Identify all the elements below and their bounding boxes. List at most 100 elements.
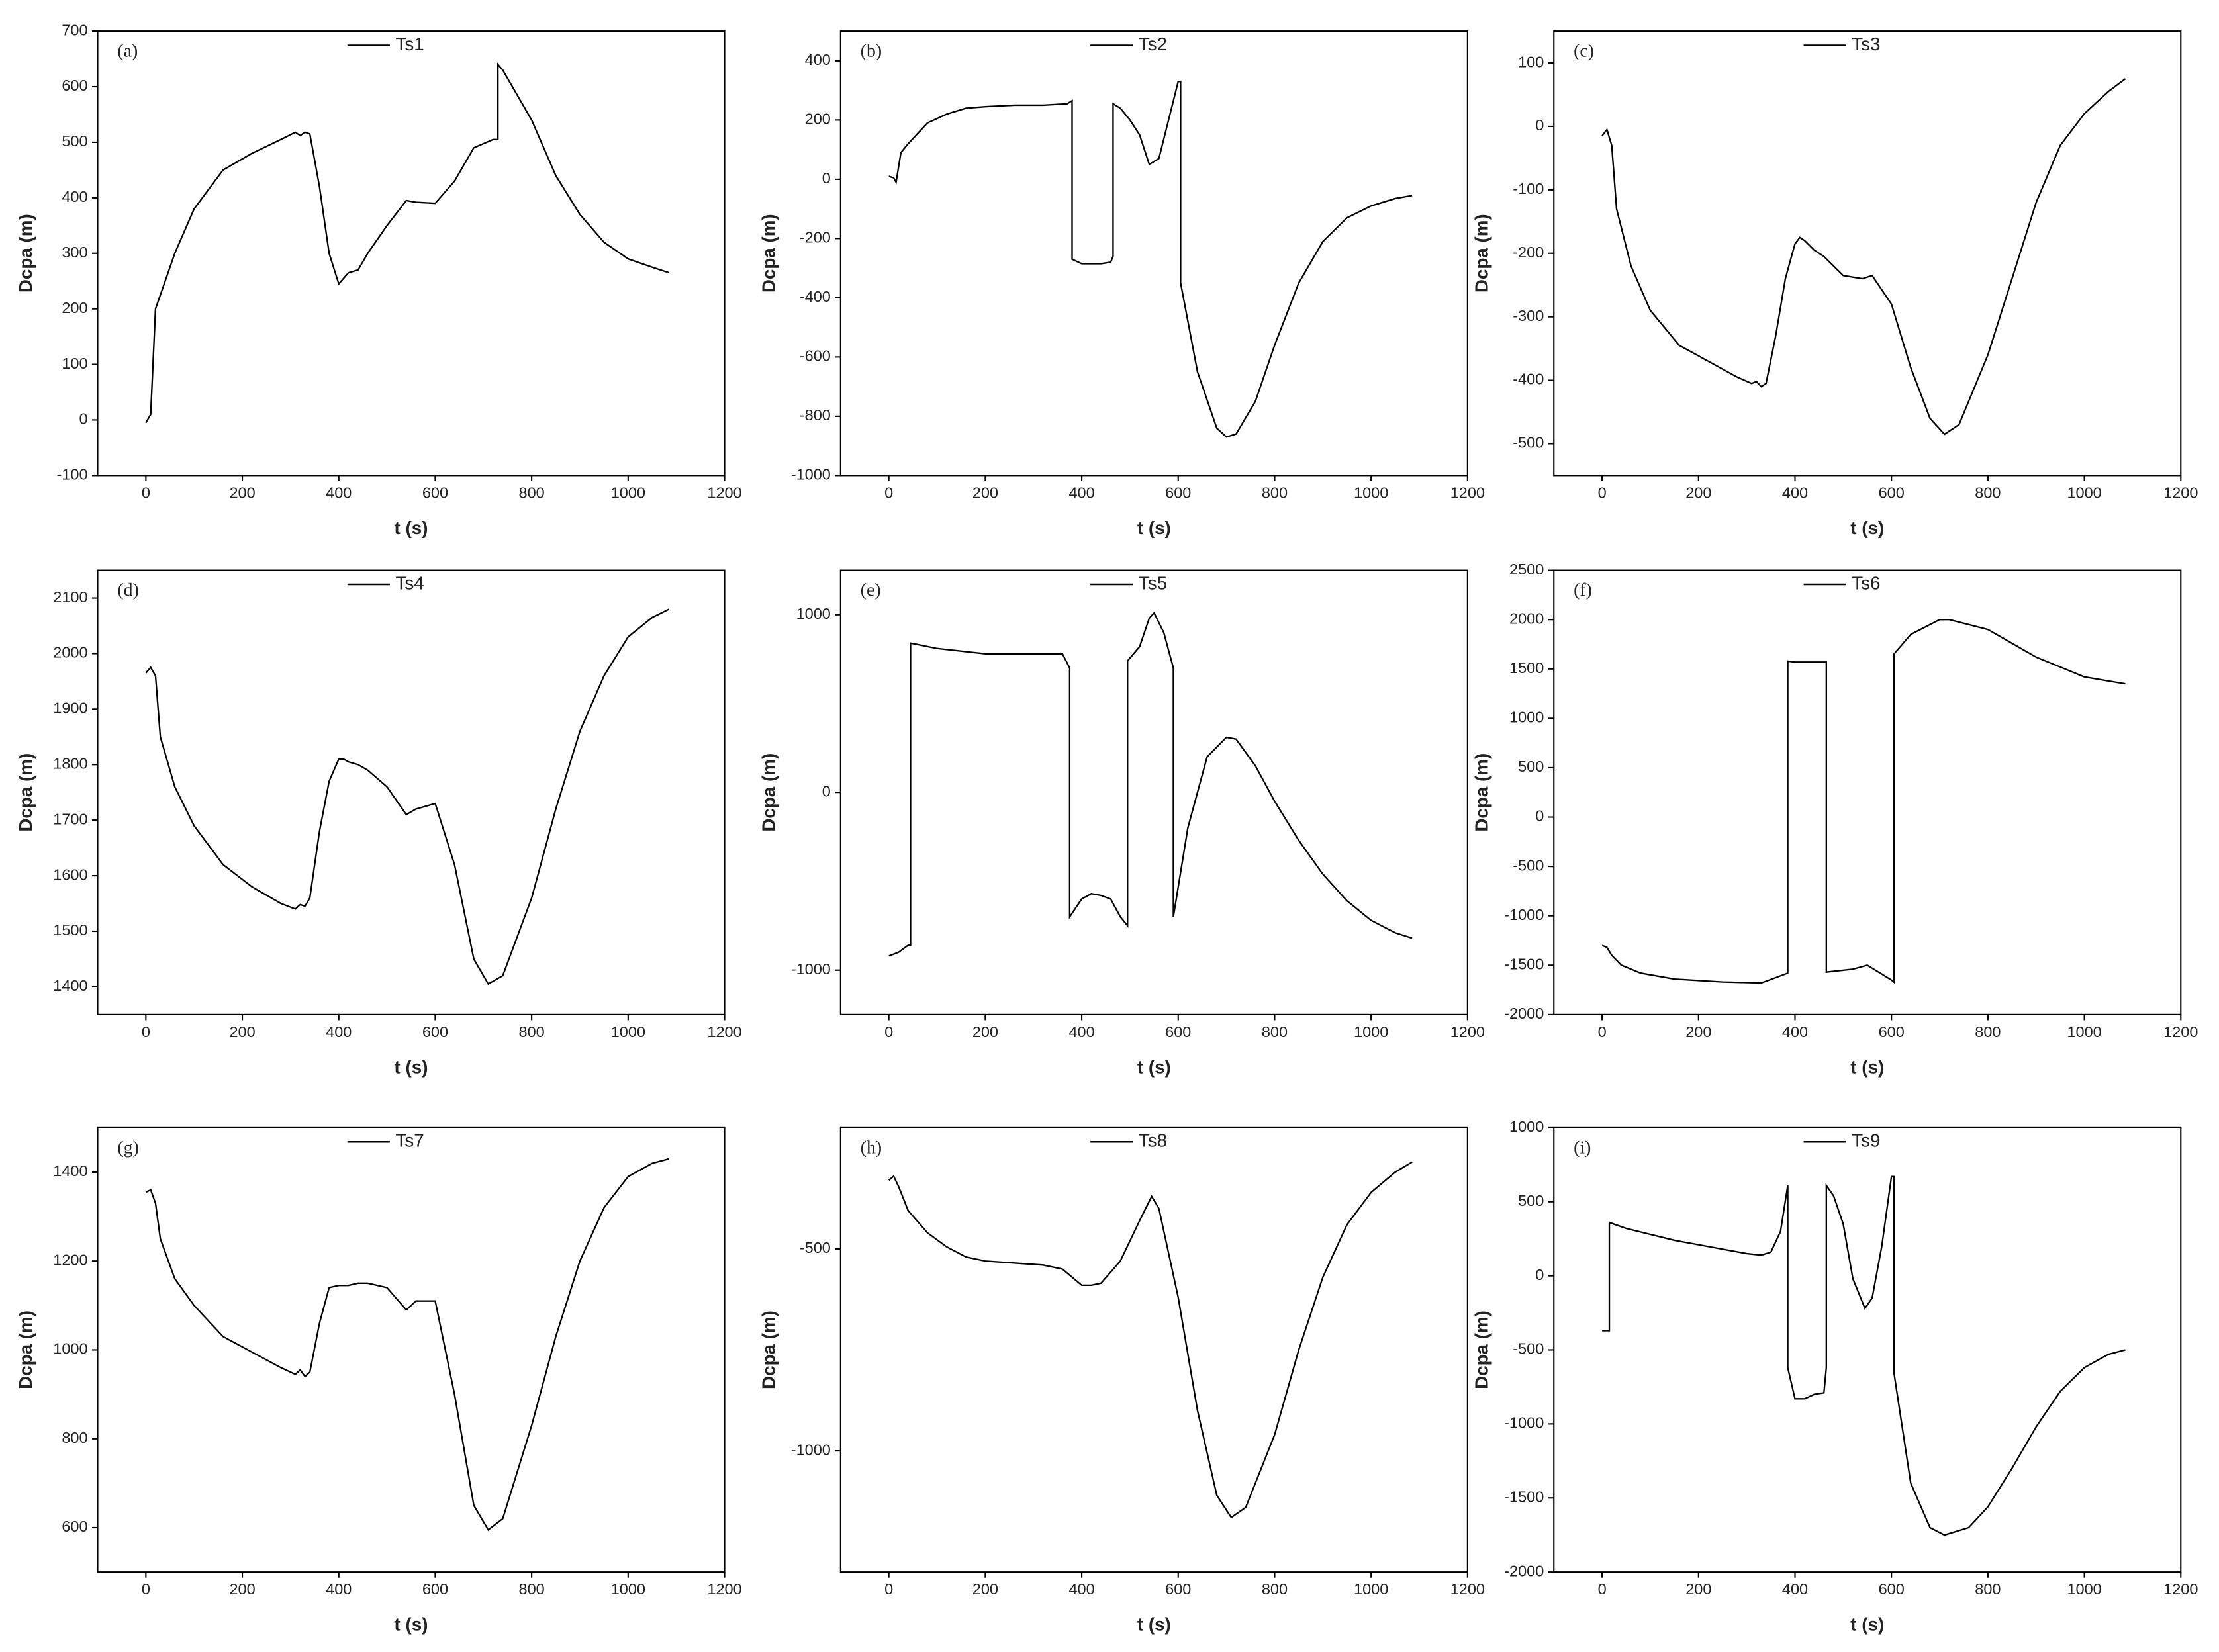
x-tick-label: 0 bbox=[1598, 1023, 1607, 1040]
x-tick-label: 800 bbox=[1262, 1023, 1288, 1040]
y-tick-label: -2000 bbox=[1504, 1005, 1544, 1022]
x-tick-label: 0 bbox=[142, 484, 150, 501]
y-tick-label: 0 bbox=[1535, 116, 1544, 134]
legend-label: Ts2 bbox=[1139, 34, 1167, 54]
x-tick-label: 0 bbox=[1598, 1581, 1607, 1598]
y-tick-label: 600 bbox=[62, 77, 87, 94]
y-tick-label: 200 bbox=[805, 111, 831, 128]
x-tick-label: 1200 bbox=[707, 484, 741, 501]
y-axis-title: Dcpa (m) bbox=[1472, 753, 1492, 832]
x-axis-title: t (s) bbox=[1137, 1056, 1171, 1077]
panel: 0 200 400 600 800 1000 1200-500-400-300-200-10… bbox=[1472, 30, 2198, 538]
plot-frame bbox=[97, 30, 726, 477]
y-tick-label: 1800 bbox=[53, 755, 87, 772]
x-tick-label: 400 bbox=[1068, 1023, 1094, 1040]
data-line bbox=[145, 608, 670, 986]
data-line bbox=[1602, 1175, 2126, 1536]
x-tick-label: 200 bbox=[972, 1023, 998, 1040]
y-tick-label: -500 bbox=[1513, 434, 1544, 451]
x-tick-label: 1000 bbox=[1354, 484, 1388, 501]
y-tick-label: 800 bbox=[62, 1429, 87, 1446]
y-axis-title: Dcpa (m) bbox=[1472, 214, 1492, 293]
y-tick-label: -200 bbox=[1513, 244, 1544, 261]
y-tick-label: -1500 bbox=[1504, 1488, 1544, 1505]
plot-frame bbox=[839, 569, 1468, 1015]
legend-label: Ts5 bbox=[1139, 573, 1167, 593]
x-tick-label: 800 bbox=[1975, 1023, 2001, 1040]
plot-frame bbox=[97, 1126, 726, 1573]
y-tick-label: -200 bbox=[800, 229, 831, 246]
x-tick-label: 600 bbox=[1165, 1023, 1191, 1040]
y-axis-title: Dcpa (m) bbox=[15, 214, 36, 293]
y-axis-title: Dcpa (m) bbox=[758, 214, 779, 293]
x-tick-label: 400 bbox=[1068, 1581, 1094, 1598]
data-line bbox=[888, 611, 1413, 957]
y-tick-label: 400 bbox=[805, 51, 831, 68]
x-axis-title: t (s) bbox=[1850, 1614, 1884, 1635]
panel-label: (b) bbox=[861, 41, 882, 62]
data-line bbox=[145, 1158, 670, 1532]
x-tick-label: 0 bbox=[1598, 484, 1607, 501]
y-tick-label: 1200 bbox=[53, 1251, 87, 1268]
x-tick-label: 400 bbox=[326, 484, 352, 501]
x-tick-label: 1200 bbox=[707, 1023, 741, 1040]
x-tick-label: 200 bbox=[229, 1023, 255, 1040]
x-tick-label: 200 bbox=[1685, 1581, 1711, 1598]
x-tick-label: 1200 bbox=[2163, 484, 2198, 501]
x-tick-label: 400 bbox=[1782, 1581, 1808, 1598]
y-tick-label: 500 bbox=[62, 132, 87, 150]
y-tick-label: 0 bbox=[1535, 807, 1544, 825]
x-tick-label: 600 bbox=[422, 1581, 448, 1598]
y-tick-label: -100 bbox=[56, 466, 87, 483]
y-tick-label: 300 bbox=[62, 244, 87, 261]
y-tick-label: 2000 bbox=[53, 644, 87, 661]
panel-label: (h) bbox=[861, 1137, 882, 1158]
x-tick-label: 1000 bbox=[611, 1581, 645, 1598]
y-tick-label: 100 bbox=[62, 355, 87, 372]
y-tick-label: -800 bbox=[800, 406, 831, 424]
legend-label: Ts7 bbox=[396, 1130, 424, 1151]
x-tick-label: 1000 bbox=[1354, 1581, 1388, 1598]
data-line bbox=[145, 62, 670, 424]
y-tick-label: -400 bbox=[800, 288, 831, 305]
panel: 0 200 400 600 800 1000 1200 -2000 -1500 -1000 -500… bbox=[1472, 1118, 2198, 1635]
x-tick-label: 400 bbox=[326, 1023, 352, 1040]
x-tick-label: 1000 bbox=[2067, 484, 2101, 501]
panel-label: (c) bbox=[1574, 41, 1594, 62]
y-tick-label: -600 bbox=[800, 347, 831, 365]
x-tick-label: 1200 bbox=[1450, 484, 1485, 501]
y-tick-label: 1500 bbox=[1509, 659, 1544, 676]
x-tick-label: 600 bbox=[1165, 484, 1191, 501]
panel-label: (a) bbox=[117, 41, 138, 62]
x-axis-title: t (s) bbox=[395, 518, 428, 538]
x-tick-label: 0 bbox=[884, 1023, 893, 1040]
y-tick-label: -2000 bbox=[1504, 1562, 1544, 1579]
panel: 0 200 400 600 800 1000 1200 -1000 -800 -600 -400 -2… bbox=[758, 30, 1485, 538]
x-tick-label: 200 bbox=[1685, 484, 1711, 501]
plot-frame bbox=[1553, 30, 2182, 477]
x-tick-label: 600 bbox=[422, 484, 448, 501]
y-tick-label: 1000 bbox=[796, 605, 831, 622]
y-tick-label: 0 bbox=[822, 169, 831, 187]
y-tick-label: 0 bbox=[1535, 1266, 1544, 1283]
x-tick-label: 1200 bbox=[1450, 1581, 1485, 1598]
data-line bbox=[888, 81, 1413, 438]
x-axis-title: t (s) bbox=[1850, 1056, 1884, 1077]
plot-frame bbox=[839, 1126, 1468, 1573]
x-tick-label: 600 bbox=[1879, 1023, 1905, 1040]
legend-label: Ts3 bbox=[1852, 34, 1880, 54]
x-tick-label: 200 bbox=[1685, 1023, 1711, 1040]
data-line bbox=[1601, 78, 2126, 436]
x-tick-label: 200 bbox=[229, 484, 255, 501]
y-tick-label: 2500 bbox=[1509, 561, 1544, 578]
x-tick-label: 200 bbox=[229, 1581, 255, 1598]
legend-label: Ts6 bbox=[1852, 573, 1880, 593]
panel: 0 200 400 600 800 1000 1200 -100 0 100 200 300 400 50… bbox=[15, 21, 742, 538]
x-tick-label: 0 bbox=[884, 1581, 893, 1598]
y-tick-label: -1000 bbox=[791, 466, 831, 483]
x-axis-title: t (s) bbox=[395, 1614, 428, 1635]
panel: 0 200 400 600 800 1000 1200 1400 1500 1600 1700 180… bbox=[15, 569, 742, 1077]
x-tick-label: 600 bbox=[422, 1023, 448, 1040]
panel-label: (e) bbox=[861, 580, 881, 600]
